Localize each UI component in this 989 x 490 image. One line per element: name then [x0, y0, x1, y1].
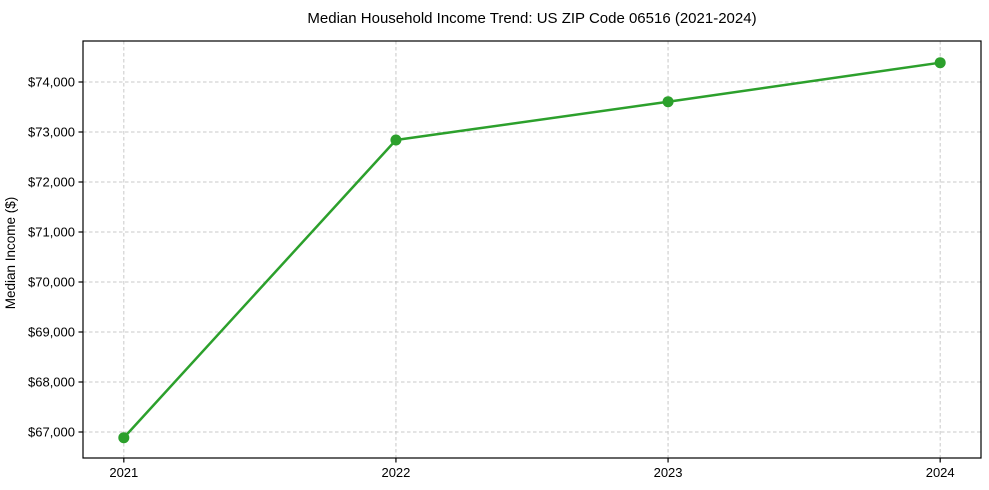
- x-tick-label: 2021: [109, 465, 138, 480]
- y-tick-label: $71,000: [28, 225, 75, 240]
- plot-border: [82, 40, 982, 459]
- y-tick-label: $68,000: [28, 375, 75, 390]
- y-tick-labels: $67,000 $68,000 $69,000 $70,000 $71,000 $72,0…: [28, 75, 75, 440]
- y-tick-label: $74,000: [28, 75, 75, 90]
- y-tick-label: $72,000: [28, 175, 75, 190]
- data-point: [118, 432, 130, 444]
- chart-title: Median Household Income Trend: US ZIP Co…: [307, 10, 756, 27]
- y-tick-label: $70,000: [28, 275, 75, 290]
- y-tick-label: $67,000: [28, 425, 75, 440]
- series-group: [118, 57, 946, 444]
- data-point: [934, 57, 946, 69]
- x-tick-label: 2022: [381, 465, 410, 480]
- data-point: [390, 134, 402, 146]
- data-point: [662, 96, 674, 108]
- x-tick-label: 2024: [926, 465, 955, 480]
- trend-line: [122, 61, 942, 439]
- y-tick-label: $73,000: [28, 125, 75, 140]
- y-tick-label: $69,000: [28, 325, 75, 340]
- x-tick-label: 2023: [654, 465, 683, 480]
- y-axis-label: Median Income ($): [3, 197, 18, 310]
- gridlines: [83, 41, 981, 458]
- x-tick-labels: 2021 2022 2023 2024: [109, 465, 954, 480]
- axis-ticks: [78, 81, 941, 463]
- plot-area: [83, 41, 981, 458]
